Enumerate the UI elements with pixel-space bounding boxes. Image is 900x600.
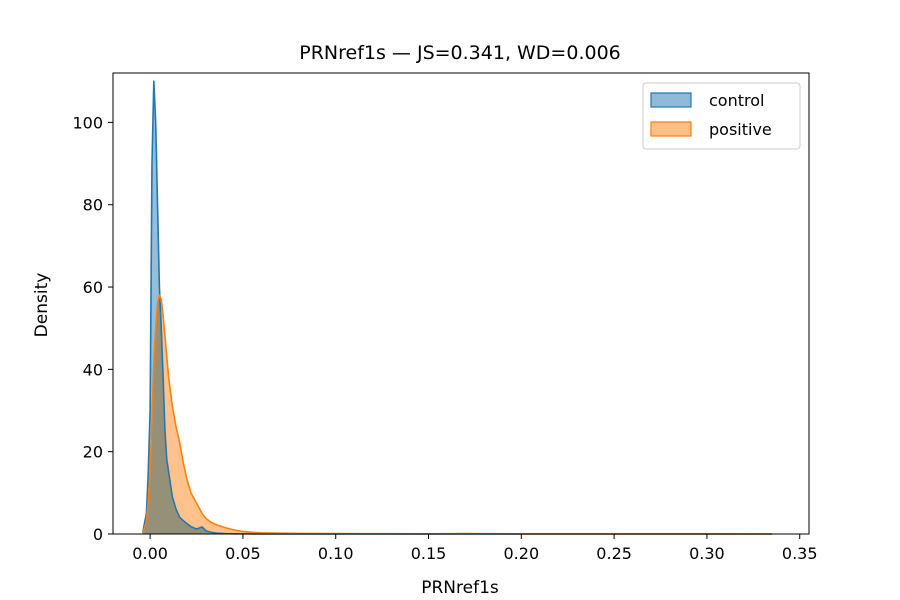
x-tick-label: 0.20	[504, 544, 540, 563]
y-tick-label: 100	[72, 113, 103, 132]
x-tick-label: 0.00	[132, 544, 168, 563]
y-tick-label: 80	[83, 196, 103, 215]
x-tick-label: 0.10	[318, 544, 354, 563]
y-tick-label: 60	[83, 278, 103, 297]
legend-swatch-control	[650, 92, 692, 108]
y-tick-label: 0	[93, 525, 103, 544]
legend-label-control: control	[709, 91, 764, 110]
y-axis-label: Density	[32, 273, 52, 338]
legend-swatch-positive	[650, 121, 692, 137]
y-tick-label: 40	[83, 360, 103, 379]
y-tick-label: 20	[83, 443, 103, 462]
x-tick-label: 0.35	[782, 544, 818, 563]
legend-label-positive: positive	[709, 120, 772, 139]
plot-frame	[112, 72, 810, 535]
x-axis: 0.00 0.05 0.10 0.15 0.20 0.25 0.30 0.35	[132, 534, 818, 563]
series-line-positive	[141, 294, 772, 535]
x-tick-label: 0.30	[689, 544, 725, 563]
chart-title: PRNref1s — JS=0.341, WD=0.006	[299, 42, 621, 64]
series-area-positive	[142, 295, 772, 534]
x-tick-label: 0.15	[411, 544, 447, 563]
x-axis-label: PRNref1s	[421, 578, 499, 598]
x-tick-label: 0.05	[225, 544, 261, 563]
y-axis: 0 20 40 60 80 100	[72, 113, 113, 544]
x-tick-label: 0.25	[596, 544, 632, 563]
legend: control positive	[642, 82, 801, 150]
